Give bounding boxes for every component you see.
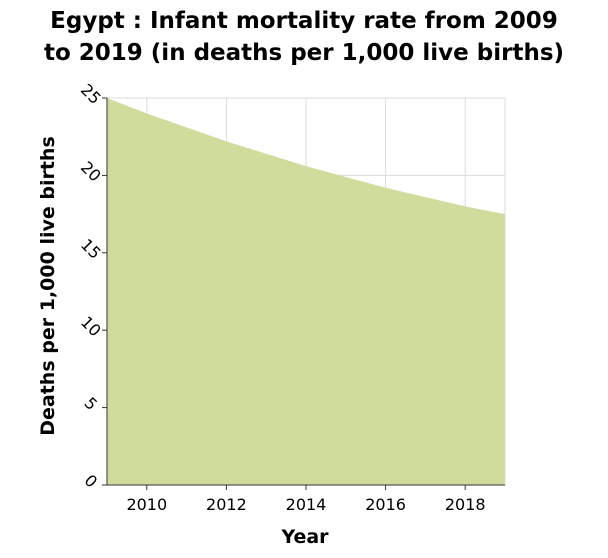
y-tick-label: 10 [77, 312, 105, 340]
x-tick-label: 2010 [126, 495, 167, 514]
x-tick-label: 2012 [206, 495, 247, 514]
x-tick-label: 2018 [445, 495, 486, 514]
area-series [107, 98, 505, 485]
x-tick-label: 2016 [365, 495, 406, 514]
y-tick-label: 0 [81, 471, 102, 492]
plot-area [107, 98, 505, 485]
x-axis-label: Year [280, 526, 329, 548]
x-tick-label: 2014 [286, 495, 327, 514]
chart-title-line-1: Egypt : Infant mortality rate from 2009 [50, 8, 558, 34]
y-axis-label: Deaths per 1,000 live births [37, 136, 59, 436]
y-tick-label: 25 [77, 80, 105, 108]
chart-title-line-2: to 2019 (in deaths per 1,000 live births… [44, 40, 564, 66]
y-tick-label: 20 [77, 158, 105, 186]
y-tick-label: 15 [77, 235, 105, 263]
y-tick-label: 5 [81, 393, 102, 414]
